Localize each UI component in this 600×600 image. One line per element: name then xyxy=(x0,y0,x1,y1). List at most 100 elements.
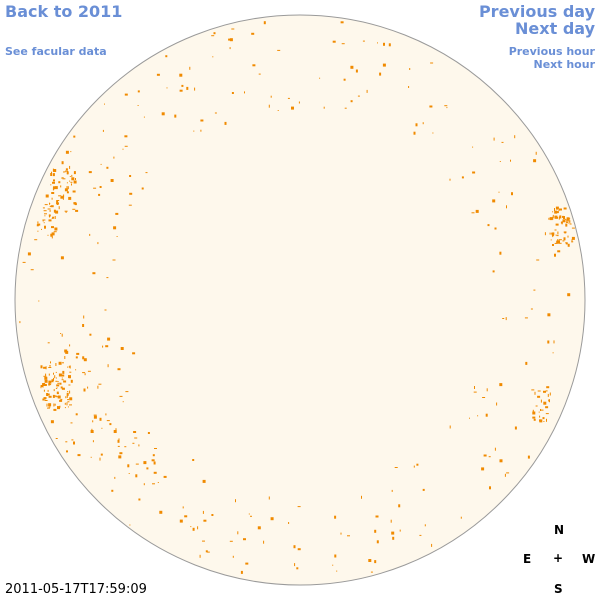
facula xyxy=(34,239,38,241)
facula xyxy=(55,377,57,379)
facula xyxy=(43,375,47,377)
facula xyxy=(394,467,398,468)
facula xyxy=(73,135,76,138)
facula xyxy=(48,403,52,407)
facula xyxy=(65,150,69,154)
facula xyxy=(557,239,559,241)
facula xyxy=(66,191,69,194)
facula xyxy=(138,498,141,501)
facula xyxy=(344,107,347,109)
facula xyxy=(429,105,433,108)
facula xyxy=(60,398,63,400)
facula xyxy=(47,208,51,210)
facula xyxy=(263,540,265,544)
facula xyxy=(50,361,51,364)
next-hour-link[interactable]: Next hour xyxy=(533,58,596,71)
facula xyxy=(413,465,415,468)
facula xyxy=(298,101,300,104)
facula xyxy=(57,406,60,410)
facula xyxy=(119,395,123,397)
facula xyxy=(552,244,554,246)
facula xyxy=(554,229,557,231)
prev-day-link[interactable]: Previous day xyxy=(478,2,595,21)
facula xyxy=(48,373,50,376)
facula xyxy=(98,383,102,385)
facula xyxy=(41,228,42,230)
facula xyxy=(44,225,46,229)
facula xyxy=(60,196,64,199)
facula xyxy=(157,482,159,483)
facula xyxy=(49,209,51,212)
facula xyxy=(323,106,325,109)
facula xyxy=(557,250,561,253)
facula xyxy=(555,211,559,214)
facula xyxy=(237,531,239,535)
facula xyxy=(535,405,538,407)
facula xyxy=(166,87,168,89)
facula xyxy=(113,226,117,230)
facula xyxy=(68,375,71,379)
facula xyxy=(69,165,71,169)
facula xyxy=(48,395,52,398)
facula xyxy=(263,21,266,25)
facula xyxy=(424,524,426,527)
next-day-link[interactable]: Next day xyxy=(515,19,595,38)
facula xyxy=(75,413,78,416)
facula xyxy=(137,105,139,106)
facula xyxy=(430,62,434,64)
facula xyxy=(287,97,290,99)
facula xyxy=(69,404,72,406)
facula xyxy=(194,87,196,91)
facula xyxy=(55,363,57,366)
facula xyxy=(539,415,541,418)
facula xyxy=(240,570,243,574)
facula xyxy=(212,56,214,58)
facula xyxy=(368,559,372,562)
prev-hour-link[interactable]: Previous hour xyxy=(508,45,595,58)
facula xyxy=(107,364,109,368)
facula xyxy=(54,375,56,379)
facula xyxy=(565,223,568,227)
facula xyxy=(537,395,541,398)
facula xyxy=(60,333,62,334)
facula xyxy=(199,554,201,558)
facula xyxy=(48,367,52,368)
facula xyxy=(53,372,54,375)
facula xyxy=(174,114,177,118)
facula xyxy=(48,380,52,384)
facula xyxy=(22,261,26,263)
facula xyxy=(82,356,85,360)
facula xyxy=(122,401,124,403)
facula xyxy=(549,232,551,235)
facula xyxy=(432,132,434,134)
facula xyxy=(211,35,215,37)
facula xyxy=(202,510,204,514)
facula xyxy=(334,554,337,558)
facula xyxy=(37,221,39,224)
facula xyxy=(193,130,195,132)
facula xyxy=(73,180,77,184)
facula xyxy=(51,226,54,229)
facula xyxy=(47,393,50,396)
facula xyxy=(471,212,475,214)
facula xyxy=(70,151,72,153)
facula xyxy=(65,396,67,399)
facula xyxy=(510,159,511,162)
facula xyxy=(137,90,140,93)
facula xyxy=(563,220,565,222)
facula xyxy=(472,171,476,174)
facula xyxy=(571,241,574,243)
facula xyxy=(554,208,555,211)
facula xyxy=(538,411,540,413)
facula xyxy=(336,570,338,572)
facula xyxy=(44,213,47,215)
facula xyxy=(129,192,133,195)
facula xyxy=(153,461,156,465)
facula xyxy=(113,430,117,433)
facula xyxy=(332,40,336,43)
facula xyxy=(566,217,570,221)
facular-link[interactable]: See facular data xyxy=(5,45,107,58)
facula xyxy=(548,217,550,220)
facula xyxy=(53,231,57,233)
back-link[interactable]: Back to 2011 xyxy=(5,2,123,21)
